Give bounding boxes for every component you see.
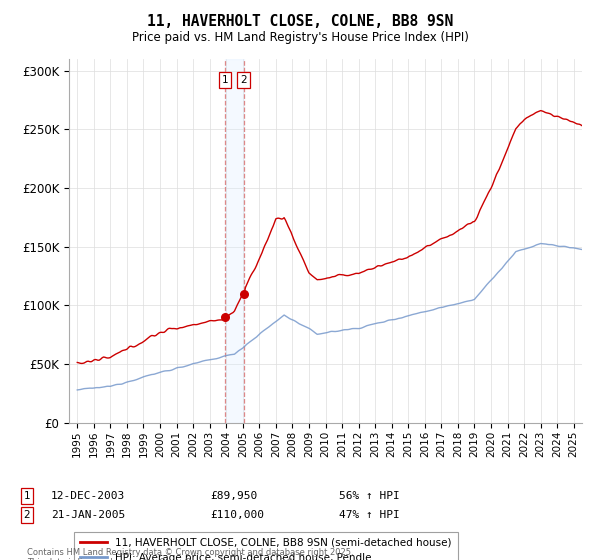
Text: 11, HAVERHOLT CLOSE, COLNE, BB8 9SN: 11, HAVERHOLT CLOSE, COLNE, BB8 9SN — [147, 14, 453, 29]
Legend: 11, HAVERHOLT CLOSE, COLNE, BB8 9SN (semi-detached house), HPI: Average price, s: 11, HAVERHOLT CLOSE, COLNE, BB8 9SN (sem… — [74, 532, 458, 560]
Text: Price paid vs. HM Land Registry's House Price Index (HPI): Price paid vs. HM Land Registry's House … — [131, 31, 469, 44]
Text: 47% ↑ HPI: 47% ↑ HPI — [339, 510, 400, 520]
Bar — [225, 59, 244, 423]
Text: 1: 1 — [23, 491, 31, 501]
Text: Contains HM Land Registry data © Crown copyright and database right 2025.
This d: Contains HM Land Registry data © Crown c… — [27, 548, 353, 560]
Point — [220, 312, 230, 321]
Text: 2: 2 — [23, 510, 31, 520]
Text: 12-DEC-2003: 12-DEC-2003 — [51, 491, 125, 501]
Text: 2: 2 — [240, 75, 247, 85]
Text: 56% ↑ HPI: 56% ↑ HPI — [339, 491, 400, 501]
Text: £110,000: £110,000 — [210, 510, 264, 520]
Point — [239, 289, 249, 298]
Text: 1: 1 — [221, 75, 228, 85]
Text: £89,950: £89,950 — [210, 491, 257, 501]
Text: 21-JAN-2005: 21-JAN-2005 — [51, 510, 125, 520]
